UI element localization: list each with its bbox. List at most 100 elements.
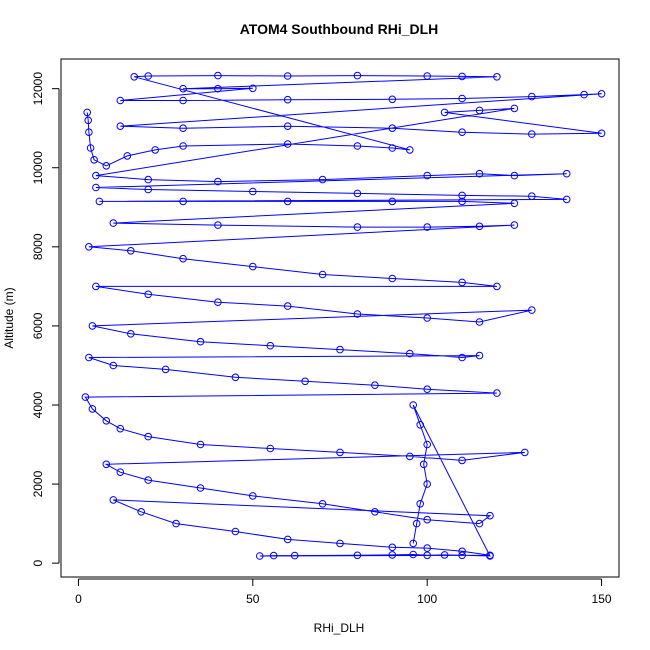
- data-point: [116, 96, 125, 105]
- data-point: [353, 189, 362, 198]
- data-point: [249, 84, 257, 93]
- data-layer: [81, 71, 606, 560]
- data-point: [412, 519, 421, 528]
- data-point: [81, 393, 90, 401]
- data-point: [88, 405, 97, 413]
- data-point: [283, 302, 292, 310]
- data-point: [85, 243, 93, 251]
- data-point: [179, 84, 187, 93]
- data-point: [85, 353, 93, 362]
- data-point: [144, 476, 152, 484]
- data-point: [388, 197, 397, 206]
- data-point: [423, 480, 432, 488]
- data-point: [353, 551, 362, 560]
- series-line: [84, 75, 602, 557]
- data-point: [318, 270, 327, 279]
- data-point: [249, 262, 257, 271]
- data-point: [214, 71, 222, 80]
- data-point: [423, 314, 432, 322]
- plot-frame: [60, 58, 620, 578]
- data-point: [283, 72, 292, 80]
- data-point: [371, 381, 379, 390]
- data-point: [266, 341, 275, 350]
- data-point: [179, 254, 187, 263]
- y-axis-label: Altitude (m): [2, 287, 16, 348]
- y-tick-label: 12000: [31, 72, 45, 106]
- data-point: [416, 500, 425, 508]
- data-point: [144, 72, 152, 80]
- data-point: [283, 95, 292, 104]
- data-point: [388, 95, 397, 104]
- data-point: [269, 551, 278, 560]
- data-point: [510, 171, 519, 180]
- data-point: [353, 310, 362, 318]
- data-point: [92, 183, 100, 192]
- data-point: [486, 552, 494, 560]
- data-point: [510, 104, 519, 113]
- data-point: [458, 278, 466, 287]
- data-point: [214, 221, 222, 229]
- data-point: [353, 71, 362, 80]
- data-point: [179, 96, 187, 105]
- data-point: [388, 124, 397, 132]
- data-point: [440, 108, 449, 117]
- data-point: [458, 72, 466, 81]
- data-point: [528, 130, 536, 138]
- data-point: [475, 318, 484, 326]
- data-point: [406, 349, 414, 358]
- data-point: [528, 192, 536, 200]
- data-point: [214, 298, 222, 307]
- data-point: [256, 552, 264, 560]
- data-point: [475, 351, 484, 360]
- data-point: [88, 322, 97, 330]
- data-point: [116, 122, 125, 130]
- data-point: [423, 551, 432, 560]
- data-point: [475, 106, 484, 115]
- data-point: [283, 122, 292, 130]
- data-point: [475, 519, 484, 528]
- data-point: [283, 535, 292, 544]
- x-tick-label: 50: [246, 592, 260, 606]
- chart-title: ATOM4 Southbound RHi_DLH: [240, 21, 439, 37]
- data-point: [493, 282, 501, 291]
- data-point: [283, 140, 292, 148]
- data-point: [137, 508, 145, 516]
- data-point: [127, 247, 135, 255]
- data-point: [116, 468, 125, 477]
- data-point: [196, 484, 205, 492]
- data-point: [458, 547, 466, 556]
- x-tick-label: 100: [417, 592, 437, 606]
- data-point: [336, 539, 344, 548]
- data-point: [416, 421, 425, 429]
- data-point: [406, 452, 414, 461]
- data-point: [423, 515, 432, 524]
- data-point: [475, 222, 484, 231]
- data-point: [102, 417, 111, 425]
- data-point: [562, 195, 571, 204]
- data-point: [130, 73, 138, 81]
- data-point: [196, 337, 205, 346]
- data-point: [151, 146, 159, 154]
- data-point: [102, 162, 111, 170]
- data-point: [179, 142, 187, 150]
- data-point: [510, 199, 519, 208]
- data-point: [521, 448, 529, 457]
- data-point: [318, 175, 327, 184]
- data-point: [318, 500, 327, 508]
- x-tick-label: 150: [592, 592, 612, 606]
- data-point: [597, 129, 606, 138]
- data-point: [266, 444, 275, 453]
- data-point: [92, 282, 100, 291]
- y-tick-label: 2000: [31, 470, 45, 497]
- y-tick-label: 4000: [31, 391, 45, 418]
- data-point: [423, 544, 432, 552]
- data-point: [83, 108, 91, 117]
- data-point: [409, 550, 418, 559]
- data-point: [301, 377, 309, 386]
- data-point: [231, 527, 240, 536]
- data-point: [423, 440, 432, 449]
- y-tick-label: 10000: [31, 151, 45, 185]
- data-point: [423, 385, 432, 394]
- y-tick-label: 6000: [31, 312, 45, 339]
